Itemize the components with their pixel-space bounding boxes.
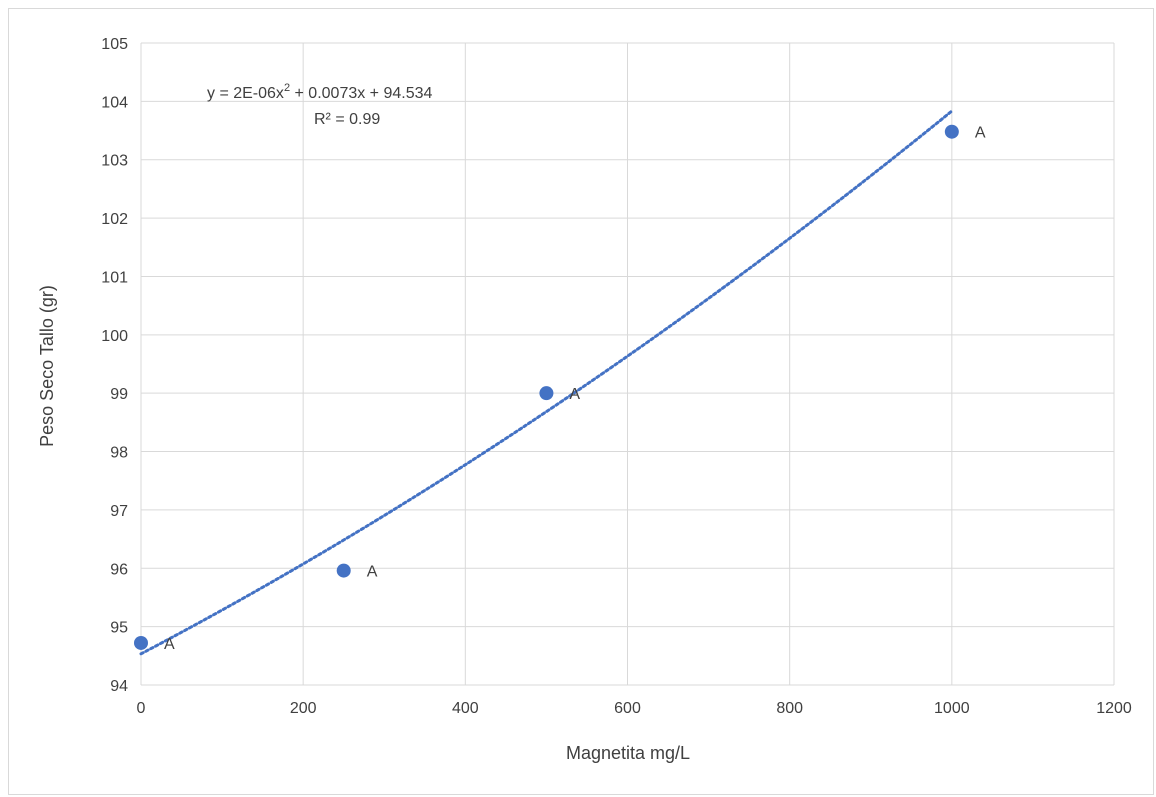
- y-tick-label: 94: [110, 678, 128, 695]
- grid-layer: [140, 42, 1115, 686]
- data-point: [336, 563, 351, 578]
- chart-frame: 94 95 96 97 98 99 100 101 102 103 104 105 0 200 400 60…: [8, 8, 1154, 795]
- x-tick-label: 800: [776, 700, 803, 717]
- x-tick-label: 200: [290, 700, 317, 717]
- trendline-equation: y = 2E-06x2 + 0.0073x + 94.534: [207, 82, 433, 102]
- x-tick-label: 0: [137, 700, 146, 717]
- y-tick-label: 95: [110, 620, 128, 637]
- y-tick-label: 102: [101, 211, 128, 228]
- y-tick-label: 99: [110, 386, 128, 403]
- y-axis-title: Peso Seco Tallo (gr): [37, 285, 57, 447]
- data-label: A: [164, 636, 175, 653]
- data-point: [944, 124, 959, 139]
- trendline-layer: [139, 109, 954, 656]
- equation-exponent: 2: [284, 82, 290, 94]
- data-point: [134, 635, 148, 650]
- x-axis-title: Magnetita mg/L: [566, 743, 690, 763]
- y-tick-label: 100: [101, 328, 128, 345]
- data-labels: A A A A: [164, 125, 986, 653]
- y-tick-label: 103: [101, 153, 128, 170]
- data-point: [539, 386, 554, 401]
- x-tick-labels: 0 200 400 600 800 1000 1200: [137, 700, 1132, 717]
- trendline: [139, 109, 954, 656]
- data-points: [134, 124, 959, 650]
- trendline-r-squared: R² = 0.99: [314, 111, 380, 128]
- data-label: A: [569, 386, 580, 403]
- data-label: A: [975, 125, 986, 142]
- y-tick-label: 105: [101, 36, 128, 53]
- chart-plot: 94 95 96 97 98 99 100 101 102 103 104 105 0 200 400 60…: [37, 36, 1132, 763]
- equation-lead: y = 2E-06x: [207, 85, 284, 102]
- y-tick-labels: 94 95 96 97 98 99 100 101 102 103 104 105: [101, 36, 128, 695]
- y-tick-label: 97: [110, 503, 128, 520]
- x-tick-label: 1000: [934, 700, 970, 717]
- y-tick-label: 98: [110, 445, 128, 462]
- y-tick-label: 96: [110, 561, 128, 578]
- data-label: A: [367, 564, 378, 581]
- x-tick-label: 1200: [1096, 700, 1132, 717]
- x-tick-label: 400: [452, 700, 479, 717]
- x-tick-label: 600: [614, 700, 641, 717]
- equation-tail: + 0.0073x + 94.534: [290, 85, 432, 102]
- y-tick-label: 101: [101, 269, 128, 286]
- y-tick-label: 104: [101, 94, 128, 111]
